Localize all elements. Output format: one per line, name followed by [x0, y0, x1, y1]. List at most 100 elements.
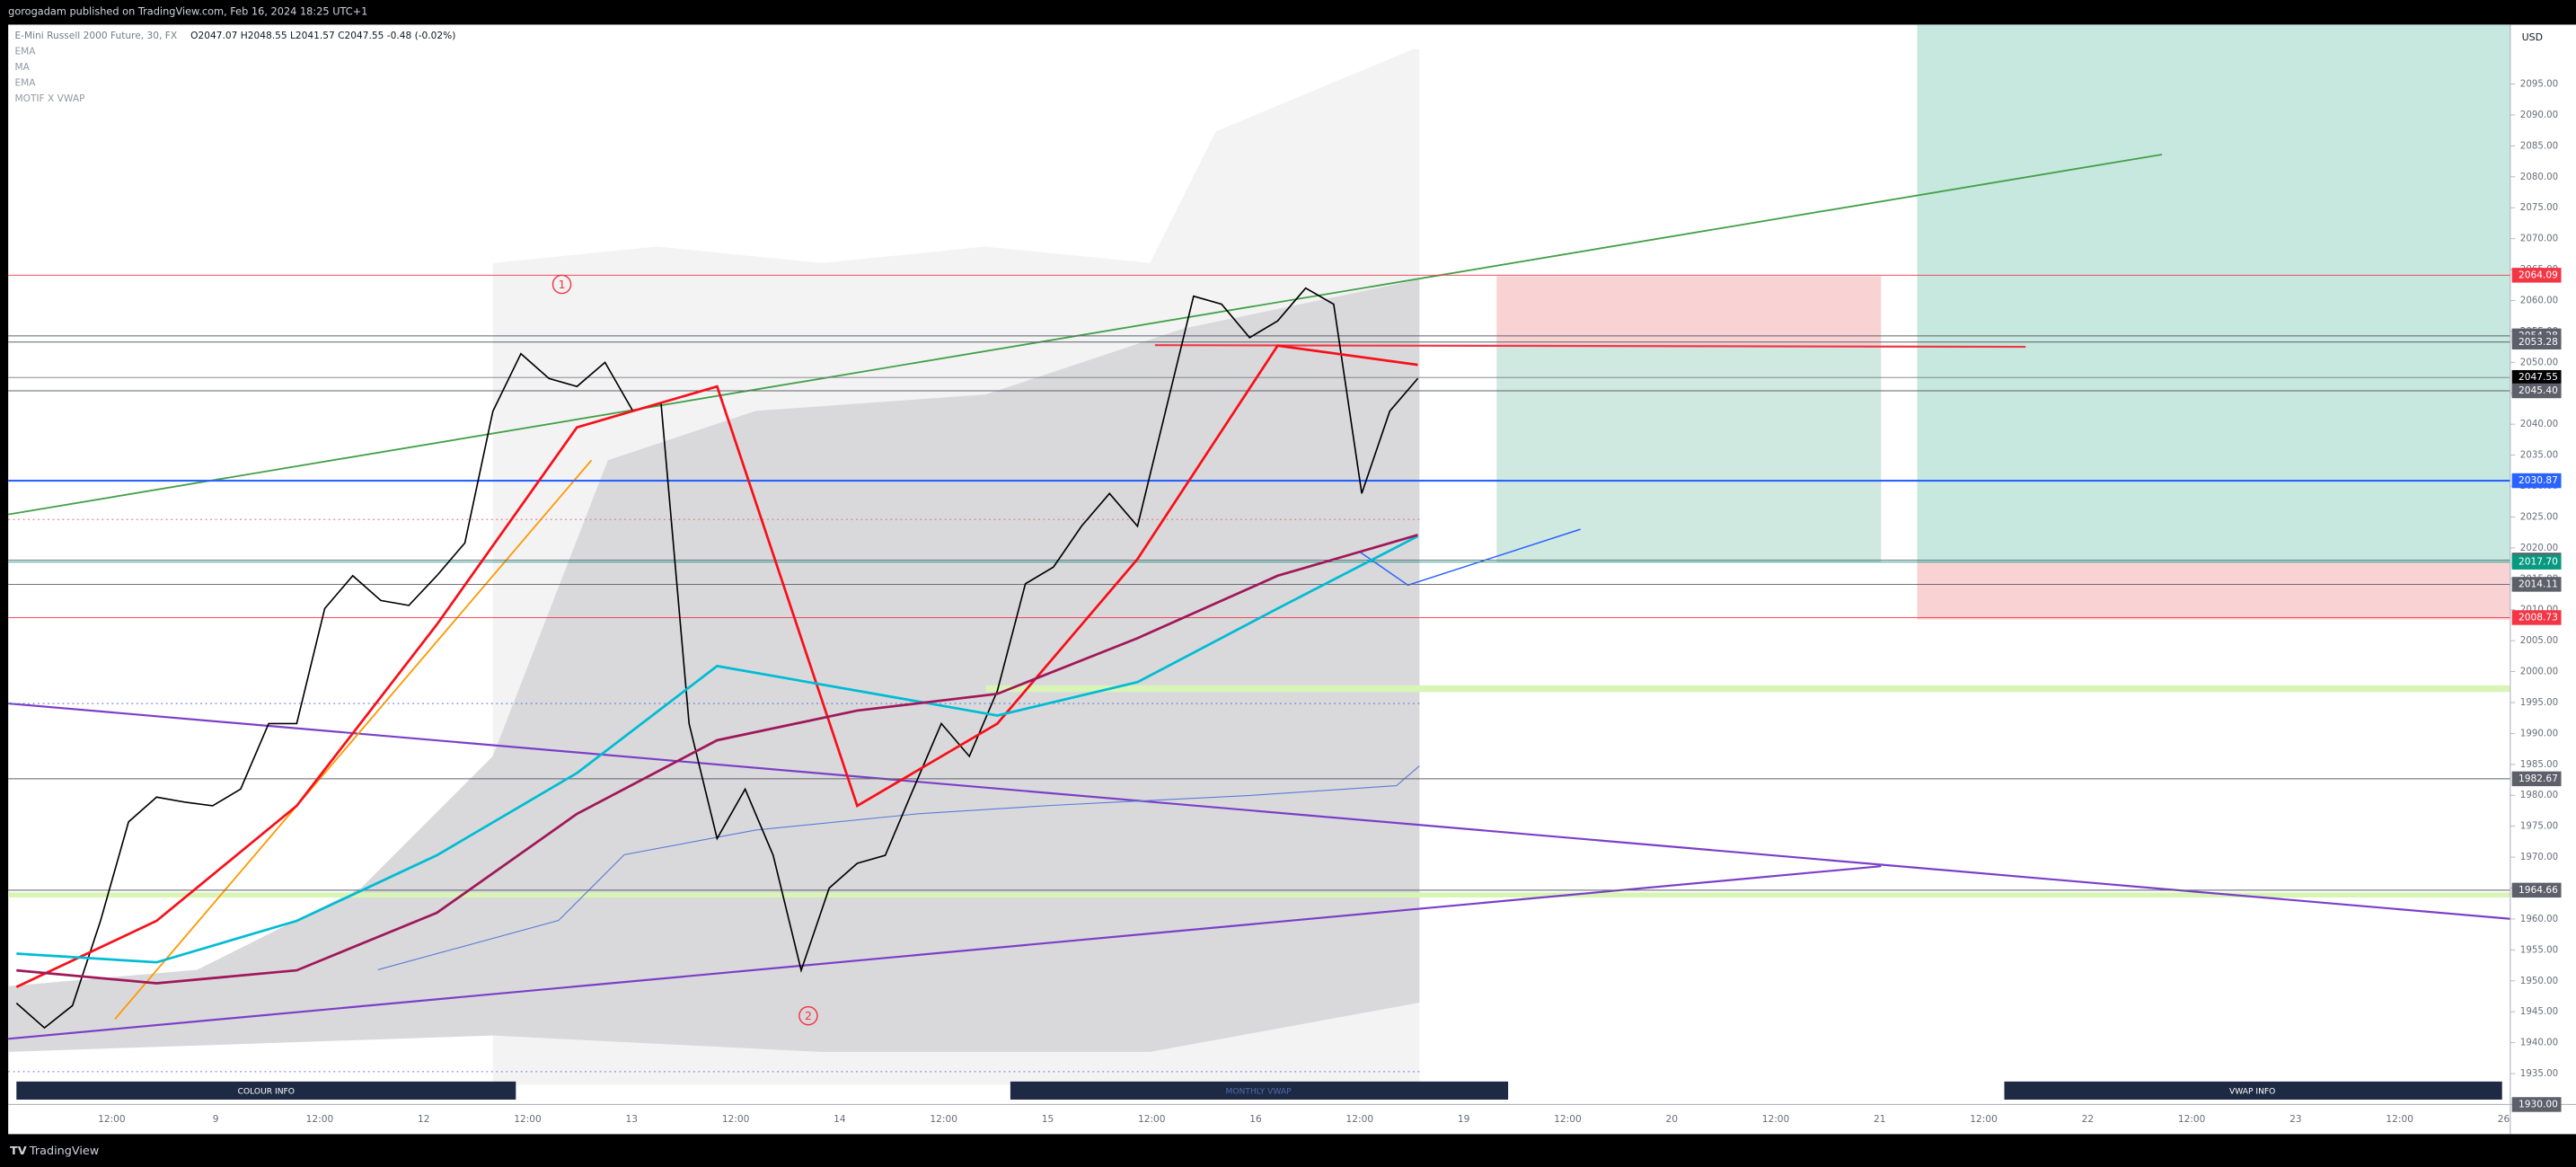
x-tick-label: 26	[2498, 1113, 2510, 1125]
y-tick-label: 1960.00	[2520, 914, 2558, 924]
x-tick-label: 12:00	[306, 1113, 334, 1125]
projection-arrow	[1360, 528, 1581, 587]
x-tick-label: 12:00	[514, 1113, 542, 1125]
indicator-line	[16, 534, 1418, 985]
zone-line	[985, 685, 2510, 693]
y-tick-label: 1945.00	[2520, 1006, 2558, 1017]
button[interactable]	[1010, 1081, 1509, 1100]
annotation-circle	[798, 1005, 818, 1026]
button[interactable]	[16, 1081, 516, 1100]
y-tick-label: 2080.00	[2520, 172, 2558, 182]
price-tag	[2511, 383, 2562, 399]
price-line	[15, 287, 1419, 1030]
x-tick-label: 12:00	[1138, 1113, 1166, 1125]
x-tick-label: 12:00	[1970, 1113, 1998, 1125]
indicator-line	[16, 535, 1419, 964]
x-tick-label: 12:00	[2178, 1113, 2206, 1125]
trend-line	[114, 459, 593, 1020]
stop-zone	[1917, 561, 2510, 620]
price-tag-label: 2047.55	[2519, 371, 2558, 383]
indicator: EMA	[14, 46, 36, 57]
x-tick-label: 21	[1874, 1113, 1886, 1125]
trend-line	[8, 702, 2510, 920]
price-tag	[2511, 577, 2562, 592]
y-tick-label: 2050.00	[2520, 357, 2558, 367]
button-label[interactable]: VWAP INFO	[2229, 1087, 2275, 1096]
x-tick-label: 23	[2289, 1113, 2302, 1125]
price-tag-label: 1930.00	[2519, 1098, 2558, 1110]
y-tick-label: 1985.00	[2520, 759, 2558, 770]
monthly-vwap	[377, 765, 1420, 970]
price-tag-label: 2045.40	[2519, 385, 2558, 396]
y-tick-label: 2085.00	[2520, 140, 2558, 151]
indicator-line	[15, 344, 1418, 988]
brand-logo: TV	[10, 1145, 27, 1158]
indicator: MOTIF X VWAP	[14, 93, 85, 104]
price-tag	[2511, 771, 2562, 787]
annotation: 2	[805, 1010, 812, 1023]
stop-zone	[1496, 276, 1882, 346]
y-tick-label: 2000.00	[2520, 667, 2558, 677]
button-label[interactable]: COLOUR INFO	[238, 1087, 295, 1096]
x-tick-label: 12:00	[2386, 1113, 2413, 1125]
price-tag	[2511, 268, 2562, 283]
price-tag	[2511, 882, 2562, 898]
target-zone	[1917, 24, 2510, 562]
button-label[interactable]: MONTHLY VWAP	[1225, 1087, 1292, 1096]
x-tick-label: 12:00	[98, 1113, 126, 1125]
indicator: EMA	[14, 76, 36, 88]
y-tick-label: 2020.00	[2520, 543, 2558, 553]
y-tick-label: 2075.00	[2520, 202, 2558, 213]
x-tick-label: 12:00	[1346, 1113, 1374, 1125]
y-tick-label: 2070.00	[2520, 234, 2558, 244]
x-tick-label: 12:00	[1762, 1113, 1790, 1125]
y-tick-label: 2025.00	[2520, 511, 2558, 522]
trend-line	[8, 865, 1882, 1040]
y-tick-label: 2090.00	[2520, 110, 2558, 120]
price-tag	[2511, 1097, 2562, 1112]
price-tag	[2511, 473, 2562, 489]
price-tag-label: 1982.67	[2519, 773, 2558, 784]
zone-line	[8, 892, 2510, 897]
y-tick-label: 1950.00	[2520, 976, 2558, 986]
y-tick-label: 2095.00	[2520, 79, 2558, 90]
publisher: gorogadam published on TradingView.com, …	[8, 5, 367, 18]
x-tick-label: 12:00	[930, 1113, 957, 1125]
ohlc: O2047.07 H2048.55 L2041.57 C2047.55 -0.4…	[190, 30, 455, 41]
price-tag-label: 2030.87	[2519, 474, 2558, 486]
y-tick-label: 2040.00	[2520, 419, 2558, 429]
symbol: E-Mini Russell 2000 Future, 30, FX	[14, 30, 177, 41]
y-tick-label: 2035.00	[2520, 450, 2558, 461]
trend-line	[7, 154, 2163, 516]
price-tag-label: 2053.28	[2519, 336, 2558, 348]
y-tick-label: 1940.00	[2520, 1038, 2558, 1048]
price-tag	[2511, 554, 2562, 570]
target-zone	[1496, 345, 1882, 562]
x-tick-label: 12	[418, 1113, 430, 1125]
y-tick-label: 1995.00	[2520, 697, 2558, 708]
y-tick-label: 2005.00	[2520, 635, 2558, 646]
button[interactable]	[2004, 1081, 2502, 1100]
y-tick-label: 1955.00	[2520, 944, 2558, 955]
x-tick-label: 12:00	[1554, 1113, 1582, 1125]
price-tag	[2511, 610, 2562, 625]
x-tick-label: 13	[626, 1113, 639, 1125]
annotation: 1	[558, 278, 565, 292]
price-tag-label: 2064.09	[2519, 269, 2558, 280]
price-tag-label: 2014.11	[2519, 578, 2558, 589]
y-tick-label: 1970.00	[2520, 852, 2558, 862]
indicator: MA	[14, 61, 30, 73]
y-tick-label: 1935.00	[2520, 1068, 2558, 1079]
price-tag-label: 1964.66	[2519, 884, 2558, 896]
x-tick-label: 22	[2082, 1113, 2095, 1125]
x-tick-label: 12:00	[722, 1113, 750, 1125]
x-tick-label: 15	[1042, 1113, 1054, 1125]
price-tag-label: 2008.73	[2519, 611, 2558, 623]
price-tag-label: 2017.70	[2519, 556, 2558, 568]
y-tick-label: 2060.00	[2520, 295, 2558, 305]
y-tick-label: 1990.00	[2520, 728, 2558, 738]
x-tick-label: 16	[1249, 1113, 1262, 1125]
x-tick-label: 20	[1665, 1113, 1678, 1125]
